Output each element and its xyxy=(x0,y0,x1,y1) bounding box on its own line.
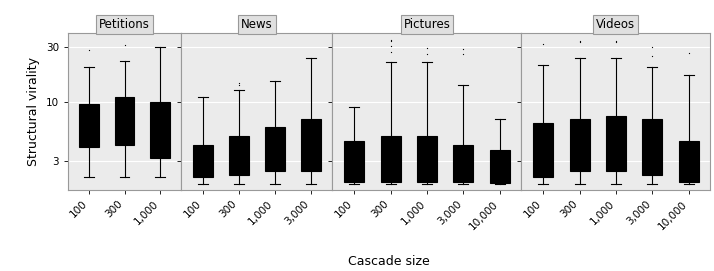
PathPatch shape xyxy=(381,136,401,182)
PathPatch shape xyxy=(417,136,437,182)
PathPatch shape xyxy=(229,136,248,175)
Title: Videos: Videos xyxy=(596,18,635,31)
PathPatch shape xyxy=(115,97,134,145)
PathPatch shape xyxy=(643,119,663,175)
PathPatch shape xyxy=(301,119,321,170)
PathPatch shape xyxy=(453,145,473,182)
PathPatch shape xyxy=(150,102,170,158)
Text: Cascade size: Cascade size xyxy=(348,255,430,268)
PathPatch shape xyxy=(265,127,285,170)
Title: Petitions: Petitions xyxy=(99,18,150,31)
PathPatch shape xyxy=(490,150,510,183)
PathPatch shape xyxy=(344,141,364,182)
PathPatch shape xyxy=(79,104,99,147)
PathPatch shape xyxy=(678,141,698,182)
PathPatch shape xyxy=(606,116,626,170)
Title: News: News xyxy=(241,18,273,31)
PathPatch shape xyxy=(533,123,553,177)
PathPatch shape xyxy=(570,119,590,170)
PathPatch shape xyxy=(193,145,213,177)
Y-axis label: Structural virality: Structural virality xyxy=(27,57,40,166)
Title: Pictures: Pictures xyxy=(403,18,451,31)
